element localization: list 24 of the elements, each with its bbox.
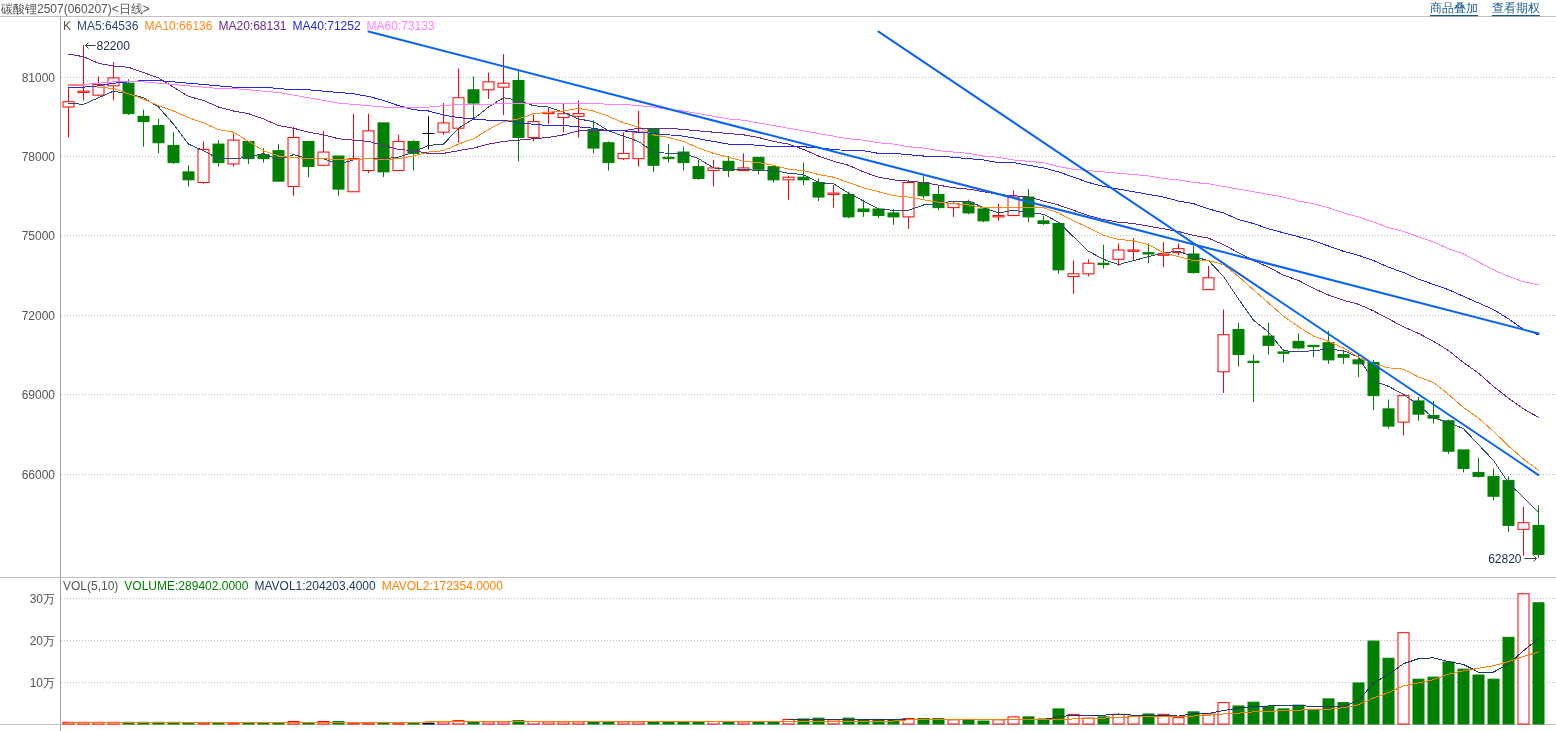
- text: VOLUME:289402.0000: [124, 579, 249, 593]
- text: MAVOL2:172354.0000: [381, 579, 504, 593]
- y-tick-label: 20万: [29, 633, 55, 648]
- text: MA40:71252: [292, 19, 361, 33]
- text: MA10:66136: [144, 19, 213, 33]
- annotation: 62820: [1488, 551, 1522, 566]
- annotation: 82200: [96, 38, 131, 53]
- text: MAVOL1:204203.4000: [254, 579, 376, 593]
- text: 商品叠加: [1430, 1, 1478, 15]
- text: MA20:68131: [218, 19, 287, 33]
- chart-title: 碳酸锂2507(060207)<日线>: [0, 2, 150, 16]
- y-tick-label: 10万: [29, 675, 55, 690]
- y-tick-label: 30万: [29, 591, 55, 606]
- text: MA5:64536: [77, 19, 139, 33]
- chart-title: VOL(5,10): [63, 579, 119, 593]
- legend-title: K: [63, 19, 72, 33]
- y-tick-label: 72000: [21, 308, 56, 323]
- y-tick-label: 66000: [21, 467, 56, 482]
- y-tick-label: 69000: [21, 387, 56, 402]
- text: MA60:73133: [366, 19, 435, 33]
- y-tick-label: 81000: [21, 70, 56, 85]
- y-tick-label: 75000: [21, 228, 56, 243]
- y-tick-label: 78000: [21, 149, 56, 164]
- text: 查看期权: [1492, 1, 1540, 15]
